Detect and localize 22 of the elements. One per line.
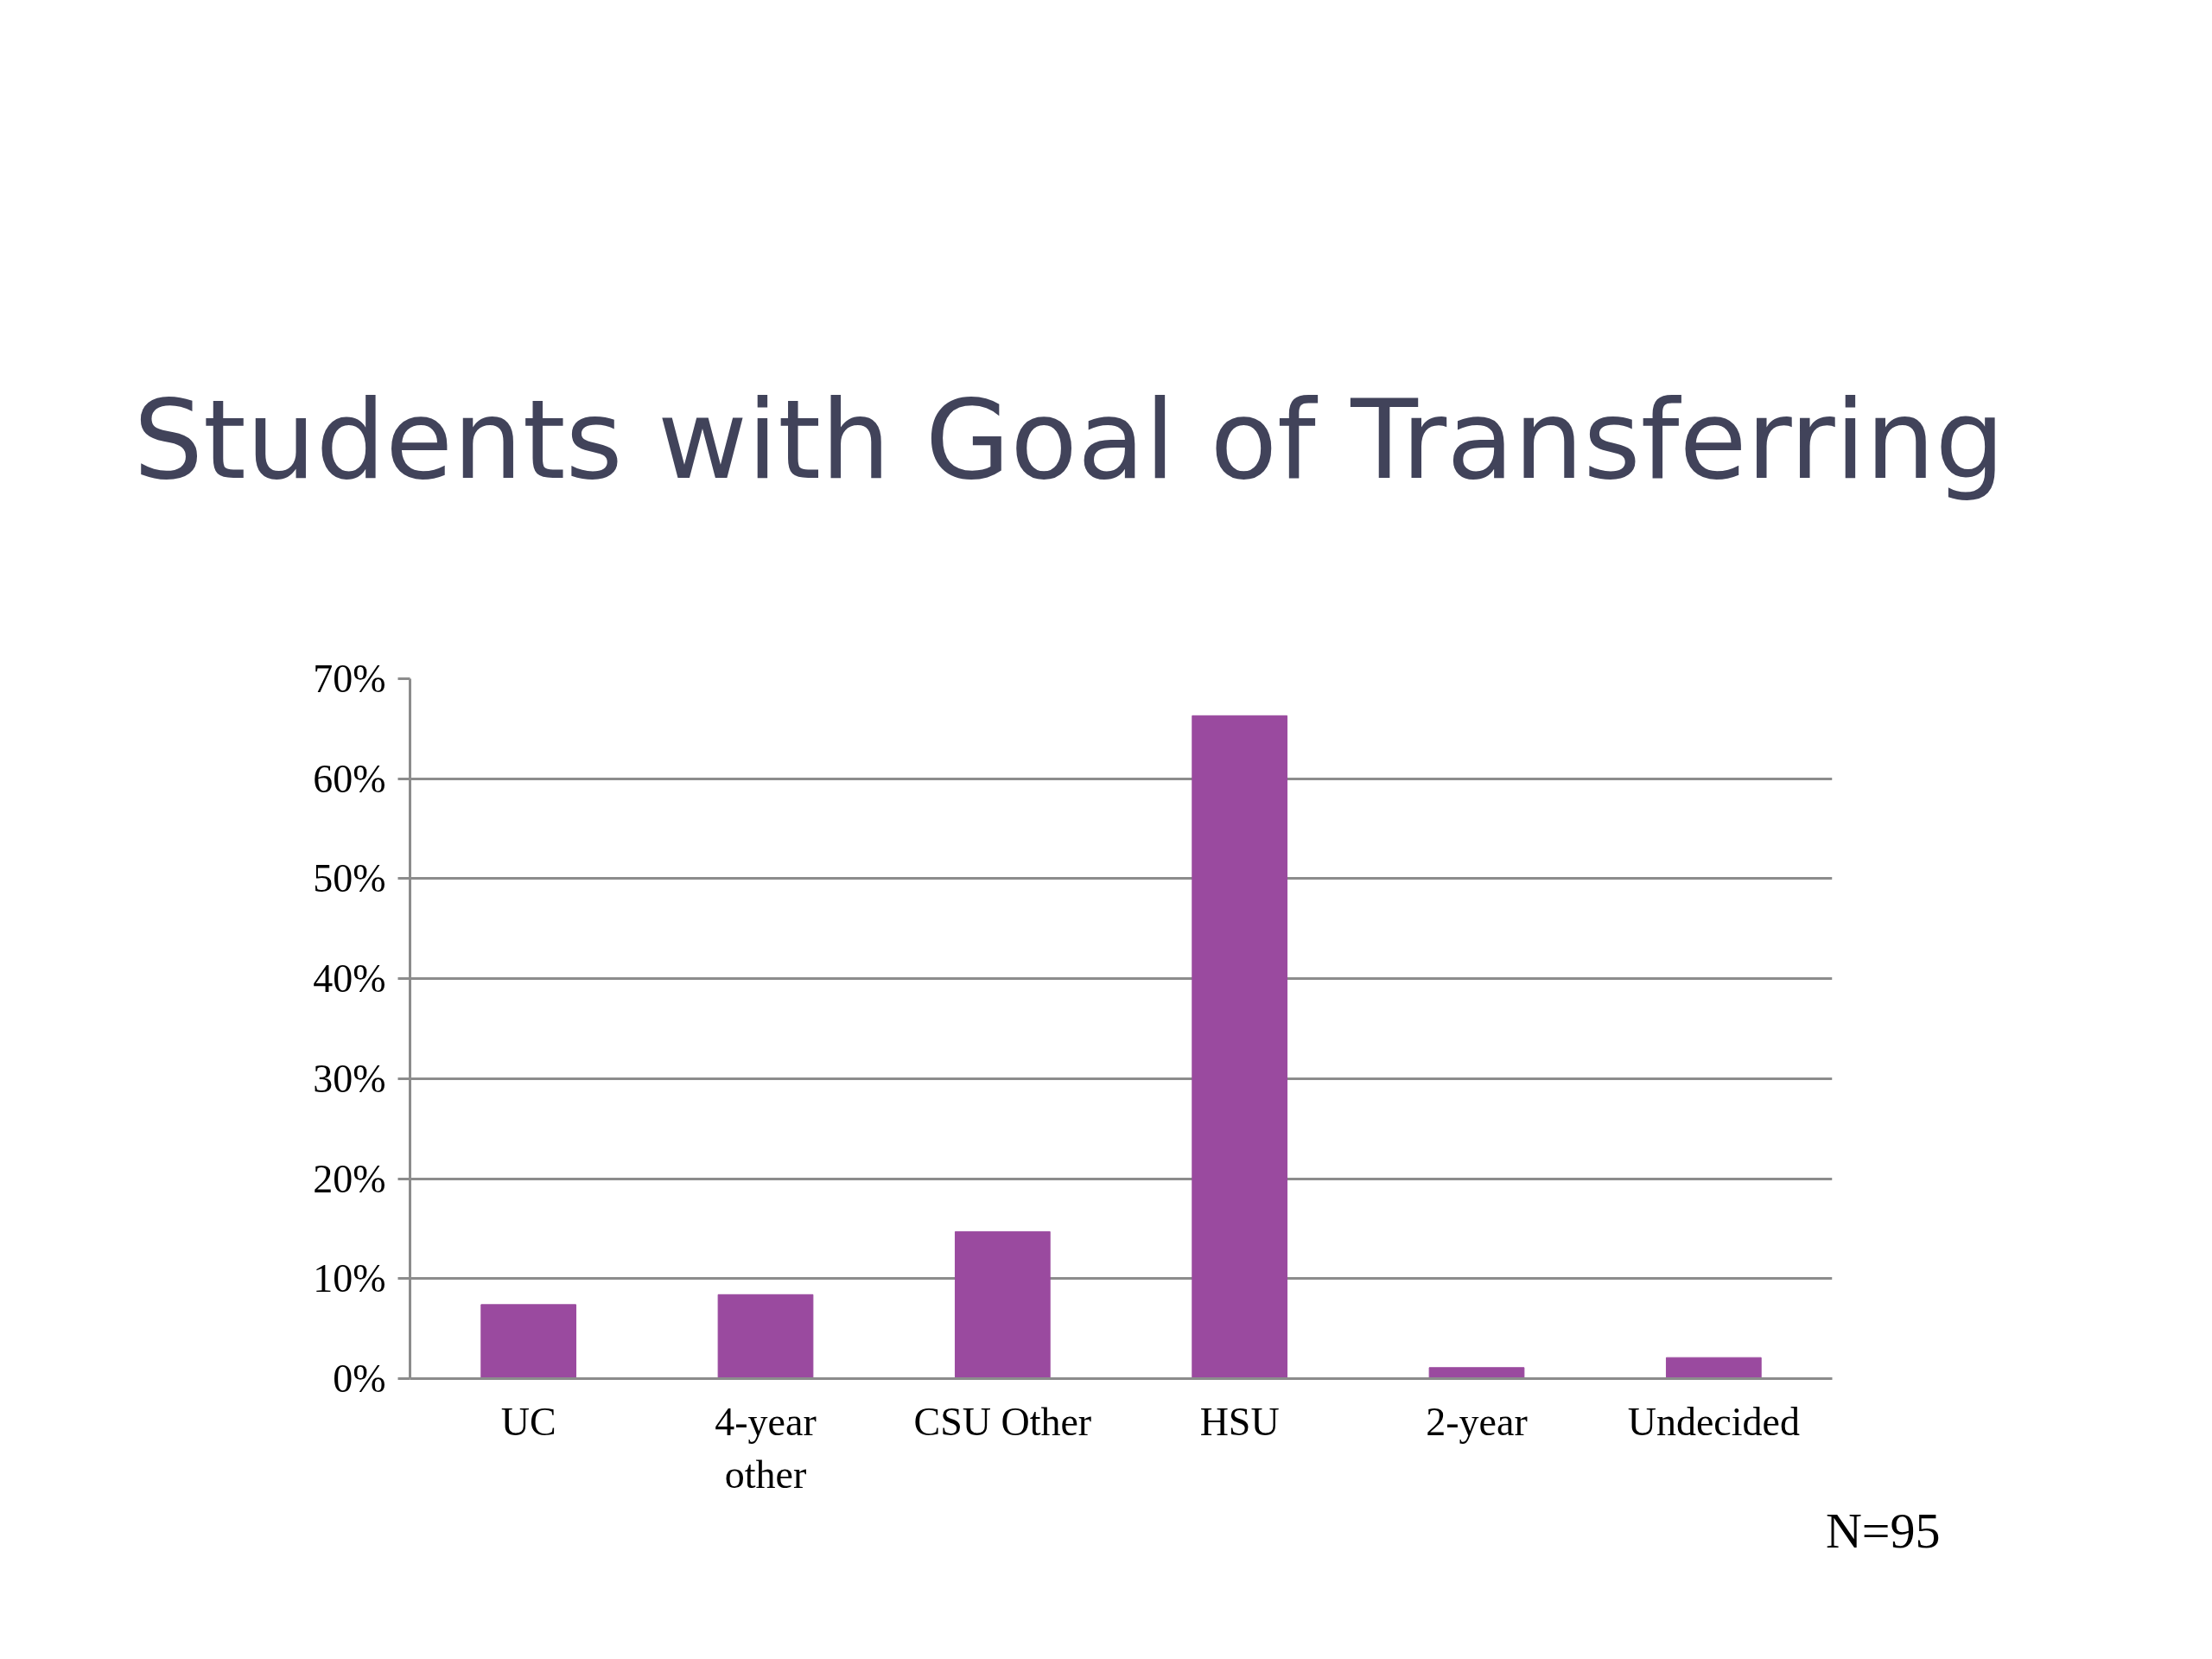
y-tick-label: 50% <box>313 856 386 901</box>
x-tick-label: Undecided <box>1627 1399 1800 1444</box>
x-tick-label: 2-year <box>1426 1399 1528 1444</box>
text: N=95 <box>1825 1502 1941 1559</box>
y-tick-label: 20% <box>313 1156 386 1201</box>
bar <box>1665 1357 1762 1379</box>
y-tick-label: 30% <box>313 1056 386 1101</box>
y-tick-label: 70% <box>313 657 386 701</box>
y-tick-label: 40% <box>313 957 386 1001</box>
x-tick-label: HSU <box>1199 1399 1280 1444</box>
x-tick-label: CSU Other <box>913 1399 1092 1444</box>
bar <box>954 1230 1051 1379</box>
bar <box>480 1304 577 1379</box>
x-tick-label: 4-year other <box>715 1399 817 1497</box>
chart-title: Students with Goal of Transferring <box>133 376 2005 504</box>
bar <box>717 1294 814 1379</box>
bar <box>1192 715 1288 1379</box>
bar <box>1428 1367 1525 1379</box>
y-tick-label: 0% <box>333 1357 386 1401</box>
y-tick-label: 10% <box>313 1256 386 1301</box>
y-tick-label: 60% <box>313 756 386 801</box>
x-tick-label: UC <box>500 1399 556 1444</box>
